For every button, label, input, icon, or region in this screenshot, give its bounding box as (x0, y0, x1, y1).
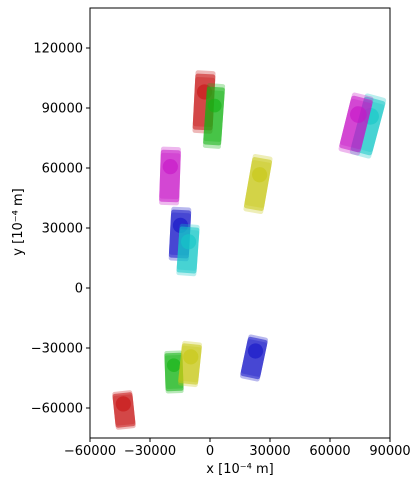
x-tick-label: 0 (206, 444, 214, 459)
point-core (183, 349, 199, 365)
point-core (252, 167, 268, 183)
y-tick-label: −30000 (31, 342, 83, 357)
scatter-point (240, 334, 268, 382)
y-axis-label: y [10⁻⁴ m] (11, 188, 26, 255)
x-tick-label: −30000 (124, 444, 176, 459)
scatter-point (112, 390, 136, 430)
y-tick-label: 60000 (42, 162, 83, 177)
x-axis-label: x [10⁻⁴ m] (206, 462, 273, 477)
point-core (162, 159, 178, 175)
y-tick-label: 90000 (42, 102, 83, 117)
y-tick-label: 120000 (33, 42, 83, 57)
scatter-point (177, 340, 203, 388)
x-tick-label: 30000 (249, 444, 290, 459)
x-tick-label: 90000 (369, 444, 410, 459)
x-tick-label: 60000 (309, 444, 350, 459)
scatter-point (159, 146, 181, 206)
point-core (207, 98, 222, 113)
y-tick-label: 30000 (42, 222, 83, 237)
scatter-point (202, 83, 226, 149)
y-tick-label: −60000 (31, 402, 83, 417)
scatter-point (338, 92, 374, 156)
plot-area (112, 70, 387, 430)
x-tick-label: −60000 (64, 444, 116, 459)
y-tick-label: 0 (75, 282, 83, 297)
point-core (115, 396, 131, 412)
point-core (166, 358, 181, 373)
point-core (247, 343, 264, 359)
point-core (349, 106, 367, 123)
plot-frame (89, 7, 391, 439)
scatter-point (176, 223, 200, 277)
point-core (180, 234, 197, 250)
axes: −60000 −30000 0 30000 60000 90000 −60000 −30000… (31, 7, 411, 459)
scatter-point (243, 153, 273, 215)
